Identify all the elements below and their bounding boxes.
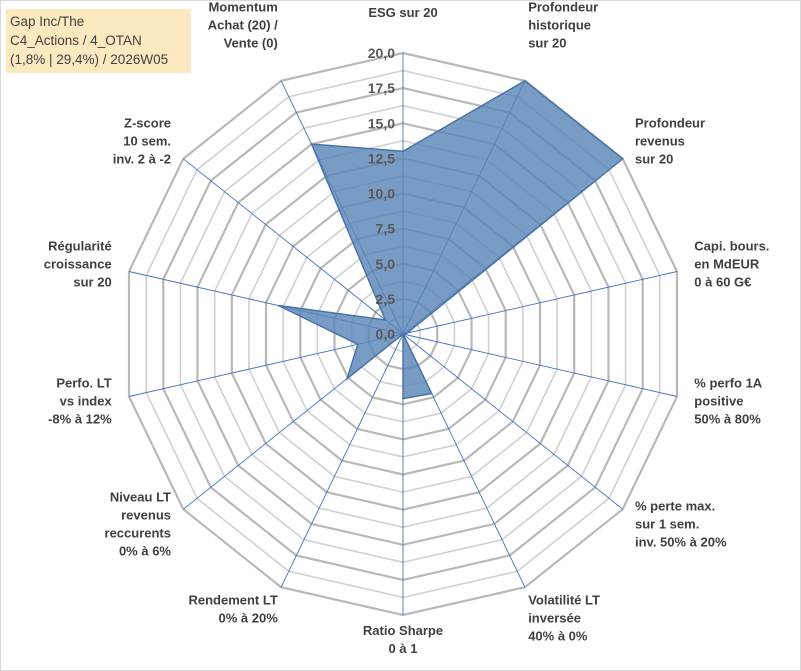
chart-title-line: (1,8% | 29,4%) / 2026W05: [10, 52, 169, 67]
axis-label: Ratio Sharpe 0 à 1: [363, 623, 443, 656]
axis-spoke: [402, 333, 623, 510]
axis-label: Perfo. LT vs index -8% à 12%: [48, 375, 112, 426]
axis-spoke: [183, 158, 404, 335]
data-point: [430, 392, 433, 395]
data-point: [406, 332, 408, 334]
data-point: [402, 397, 404, 400]
tick-label: 20,0: [368, 45, 395, 61]
tick-label: 5,0: [376, 256, 396, 272]
data-point: [384, 319, 387, 321]
chart-title-line: C4_Actions / 4_OTAN: [10, 33, 142, 48]
chart-title-box: Gap Inc/The C4_Actions / 4_OTAN (1,8% | …: [6, 9, 191, 73]
data-point: [310, 143, 313, 145]
tick-label: 0,0: [376, 326, 396, 342]
axis-spoke: [402, 333, 678, 397]
data-point: [402, 150, 404, 153]
tick-label: 12,5: [368, 150, 395, 166]
axis-label: Profondeur historique sur 20: [528, 0, 598, 50]
data-point: [346, 377, 348, 380]
data-point: [524, 80, 526, 82]
data-point: [357, 343, 359, 346]
tick-label: 7,5: [376, 221, 396, 237]
tick-label: 17,5: [368, 80, 395, 96]
data-point: [277, 304, 280, 307]
axis-label: Régularité croissance sur 20: [44, 239, 112, 290]
axis-label: % perfo 1A positive 50% à 80%: [694, 375, 763, 426]
axis-label: NoteESG sur 20: [368, 0, 437, 20]
tick-label: 2,5: [376, 291, 396, 307]
axis-label: Z-score 10 sem. inv. 2 à -2: [113, 116, 171, 167]
chart-title-line: Gap Inc/The: [10, 14, 85, 29]
axis-spoke: [280, 333, 404, 588]
data-series-area: [278, 79, 624, 400]
axis-label: Rendement LT 0% à 20%: [188, 593, 278, 626]
axis-label: Niveau LT revenus reccurents 0% à 6%: [105, 489, 172, 558]
axis-label: Momentum Achat (20) / Vente (0): [208, 0, 278, 50]
axis-spoke: [402, 271, 678, 335]
axis-label: Capi. bours. en MdEUR 0 à 60 G€: [694, 239, 769, 290]
tick-label: 15,0: [368, 115, 395, 131]
axis-label: Volatilité LT inversée 40% à 0%: [528, 593, 600, 644]
tick-label: 10,0: [368, 186, 395, 202]
data-point: [402, 333, 404, 335]
axis-label: Profondeur revenus sur 20: [635, 116, 705, 167]
data-point: [621, 158, 624, 160]
axis-label: % perte max. sur 1 sem. inv. 50% à 20%: [635, 498, 727, 549]
